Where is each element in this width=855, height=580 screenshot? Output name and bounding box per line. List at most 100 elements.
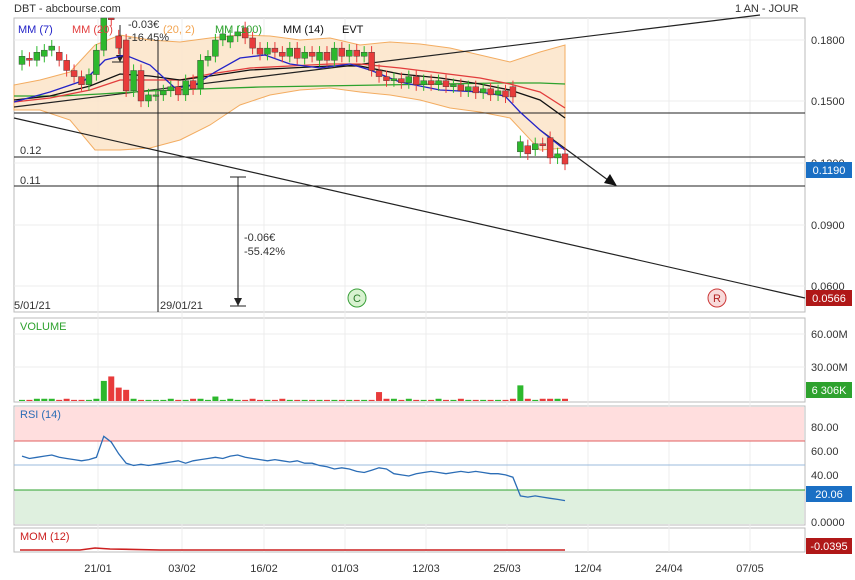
candle-body bbox=[264, 47, 271, 55]
legend-bb: (20, 2) bbox=[163, 24, 195, 36]
top-change-label: -0.03€ bbox=[128, 19, 159, 31]
volume-bar bbox=[353, 399, 360, 401]
volume-bar bbox=[242, 399, 249, 401]
candle-body bbox=[108, 17, 115, 20]
x-tick: 12/03 bbox=[412, 563, 440, 575]
volume-bar bbox=[152, 399, 159, 401]
candle-body bbox=[457, 84, 465, 92]
candle-body bbox=[175, 86, 182, 96]
candle-body bbox=[442, 80, 450, 87]
rsi-oversold-zone bbox=[15, 490, 804, 524]
mom-badge-text: -0.0395 bbox=[810, 541, 847, 553]
volume-bar bbox=[495, 399, 502, 401]
volume-bar bbox=[130, 398, 137, 401]
price-tick: 0.0900 bbox=[811, 220, 845, 232]
price-tick: 0.1800 bbox=[811, 35, 845, 47]
volume-bar bbox=[264, 399, 271, 401]
volume-bar bbox=[487, 399, 494, 401]
candle-body bbox=[182, 80, 189, 96]
candle-body bbox=[26, 58, 33, 61]
candle-body bbox=[18, 56, 26, 65]
event-marker-r[interactable]: R bbox=[707, 288, 727, 308]
rsi-panel-title: RSI (14) bbox=[20, 409, 61, 421]
mom-panel-title: MOM (12) bbox=[20, 531, 70, 543]
volume-bar bbox=[212, 396, 219, 401]
x-tick: 16/02 bbox=[250, 563, 278, 575]
candle-body bbox=[465, 86, 472, 92]
x-tick: 12/04 bbox=[574, 563, 602, 575]
candle-body bbox=[93, 49, 100, 75]
candle-body bbox=[78, 76, 85, 85]
price-badge: 0.1190 bbox=[806, 162, 852, 178]
mid-pct-label: -55.42% bbox=[244, 246, 285, 258]
event-marker-c[interactable]: C bbox=[347, 288, 367, 308]
candle-body bbox=[279, 52, 286, 57]
volume-bar bbox=[41, 398, 48, 401]
volume-bar bbox=[562, 398, 568, 401]
candle-body bbox=[435, 80, 442, 85]
period-label: 1 AN - JOUR bbox=[735, 3, 799, 15]
volume-bar bbox=[78, 399, 85, 401]
candle-body bbox=[115, 35, 122, 49]
volume-bar bbox=[160, 399, 167, 401]
price-badge-text: 0.1190 bbox=[813, 165, 846, 177]
volume-bar bbox=[197, 398, 204, 401]
volume-bar bbox=[249, 398, 256, 401]
volume-bar bbox=[554, 398, 561, 401]
candle-body bbox=[517, 141, 524, 153]
volume-badge-text: 6 306K bbox=[812, 385, 848, 397]
candle-body bbox=[524, 145, 532, 155]
candle-body bbox=[100, 17, 108, 51]
volume-bar bbox=[145, 399, 152, 401]
volume-tick: 60.00M bbox=[811, 329, 848, 341]
candle-body bbox=[271, 47, 279, 53]
candle-body bbox=[450, 84, 457, 87]
volume-bar bbox=[502, 399, 509, 401]
volume-badge: 6 306K bbox=[806, 382, 852, 398]
candle-body bbox=[33, 52, 41, 61]
candle-body bbox=[383, 76, 390, 81]
rsi-tick: 60.00 bbox=[811, 446, 839, 458]
candle-body bbox=[167, 86, 174, 92]
volume-bar bbox=[405, 398, 412, 401]
level-lines bbox=[14, 112, 805, 187]
volume-bar bbox=[115, 387, 122, 401]
volume-panel-title: VOLUME bbox=[20, 321, 66, 333]
volume-bar bbox=[167, 398, 174, 401]
candle-body bbox=[331, 47, 338, 61]
x-tick: 24/04 bbox=[655, 563, 683, 575]
volume-bar bbox=[346, 399, 353, 401]
level-011-label: 0.11 bbox=[20, 175, 41, 187]
indicator-legend: MM (7) MM (20) (20, 2) MM (100) MM (14) … bbox=[18, 24, 364, 36]
candle-body bbox=[561, 153, 569, 165]
candle-body bbox=[323, 52, 331, 61]
volume-bar bbox=[257, 399, 264, 401]
x-tick: 25/03 bbox=[493, 563, 521, 575]
volume-bar bbox=[547, 398, 554, 401]
legend-mm7: MM (7) bbox=[18, 24, 53, 36]
candle-body bbox=[479, 88, 487, 94]
volume-bar bbox=[26, 399, 33, 401]
volume-bar bbox=[361, 399, 368, 401]
price-tick: 0.1500 bbox=[811, 96, 845, 108]
x-tick: 01/03 bbox=[331, 563, 359, 575]
volume-bar bbox=[19, 399, 25, 401]
volume-bar bbox=[100, 380, 107, 401]
volume-bar bbox=[301, 399, 308, 401]
volume-bar bbox=[123, 389, 130, 401]
candle-body bbox=[554, 153, 561, 159]
x-tick: 03/02 bbox=[168, 563, 196, 575]
volume-bar bbox=[376, 392, 383, 401]
volume-bar bbox=[331, 399, 338, 401]
volume-bar bbox=[428, 399, 435, 401]
volume-bar bbox=[450, 399, 457, 401]
volume-bars bbox=[19, 376, 568, 401]
volume-bar bbox=[472, 399, 479, 401]
candle-body bbox=[546, 137, 554, 159]
candle-body bbox=[234, 31, 241, 37]
candle-body bbox=[189, 80, 197, 89]
volume-bar bbox=[338, 399, 345, 401]
level-012-label: 0.12 bbox=[20, 145, 41, 157]
volume-bar bbox=[435, 398, 442, 401]
